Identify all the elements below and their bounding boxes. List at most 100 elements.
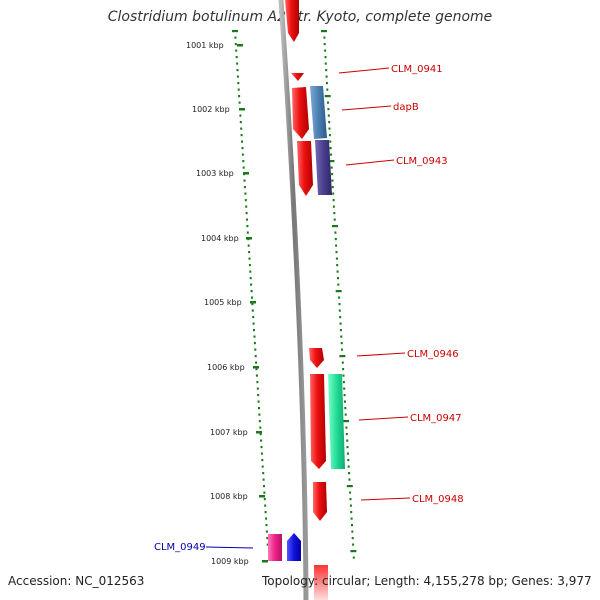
leader-line — [358, 416, 409, 421]
track-dot — [258, 420, 261, 423]
track-dot — [329, 147, 332, 150]
gene-label-CLM_0946[interactable]: CLM_0946 — [407, 349, 459, 360]
track-dot — [352, 556, 355, 559]
track-dot — [332, 205, 335, 208]
gene-arrow[interactable] — [291, 73, 304, 81]
leader-line — [341, 105, 392, 111]
track-dot — [342, 368, 345, 371]
track-dot — [243, 179, 246, 182]
track-dot — [258, 413, 261, 416]
gene-arrow[interactable] — [287, 533, 301, 561]
gene-arrow[interactable] — [297, 141, 313, 196]
gene-CLM_0947[interactable] — [328, 374, 345, 469]
gene-label-CLM_0949[interactable]: CLM_0949 — [154, 542, 206, 553]
track-dot — [325, 75, 328, 78]
track-dot — [240, 134, 243, 137]
track-dot — [257, 394, 260, 397]
tick-label: 1001 kbp — [186, 41, 224, 50]
track-dot — [241, 140, 243, 143]
track-dot — [232, 30, 238, 33]
gene-arrow[interactable] — [310, 374, 326, 469]
track-dot — [338, 303, 341, 306]
track-dot — [327, 101, 329, 104]
track-dot — [245, 212, 248, 215]
track-dot — [260, 446, 263, 449]
track-dot — [242, 166, 245, 169]
track-dot — [341, 348, 343, 351]
track-dot — [350, 550, 357, 553]
track-dot — [351, 524, 353, 527]
track-dot — [331, 179, 334, 182]
gene-dapB[interactable] — [310, 86, 327, 139]
track-dot — [246, 218, 248, 221]
track-dot — [347, 459, 350, 462]
track-dot — [264, 504, 267, 507]
track-dot — [351, 530, 354, 533]
gene-label-CLM_0941[interactable]: CLM_0941 — [391, 64, 443, 75]
track-dot — [246, 231, 249, 234]
gene-CLM_0948[interactable] — [313, 482, 327, 521]
track-dot — [263, 491, 266, 494]
track-dot — [253, 335, 256, 338]
gene-label-CLM_0947[interactable]: CLM_0947 — [410, 413, 462, 424]
track-dot — [342, 374, 345, 377]
track-dot — [245, 205, 248, 208]
track-dot — [345, 433, 348, 436]
track-dot — [243, 186, 246, 189]
track-dot — [343, 394, 346, 397]
track-dot — [335, 251, 338, 254]
track-dot — [337, 283, 340, 286]
scale-ticks: 1001 kbp 1002 kbp 1003 kbp 1004 kbp 1005… — [186, 41, 268, 566]
track-dot — [257, 400, 260, 403]
track-dot — [246, 225, 249, 228]
track-dot — [327, 108, 330, 111]
track-dot — [260, 452, 263, 455]
gene-label-CLM_0948[interactable]: CLM_0948 — [412, 494, 464, 505]
track-dot — [234, 36, 237, 39]
gene-CLM_0946[interactable] — [309, 348, 324, 368]
track-dot — [265, 530, 268, 533]
gene-CLM_0943[interactable] — [315, 140, 332, 195]
track-dot — [347, 465, 350, 468]
track-dot — [345, 426, 348, 429]
track-dot — [323, 36, 326, 39]
gene-label-CLM_0943[interactable]: CLM_0943 — [396, 156, 448, 167]
gene-arrow[interactable] — [292, 87, 309, 139]
track-dot — [324, 95, 331, 98]
track-dot — [334, 231, 337, 234]
track-dot — [349, 491, 352, 494]
track-dot — [352, 543, 355, 546]
track-dot — [343, 420, 350, 423]
track-dot — [323, 43, 326, 46]
track-dot — [255, 374, 258, 377]
topology-text: Topology: circular; Length: 4,155,278 bp… — [262, 574, 592, 588]
gene-arrow[interactable] — [314, 565, 328, 600]
track-dot — [338, 309, 341, 312]
track-dot — [262, 472, 265, 475]
track-dot — [250, 283, 253, 286]
track-dot — [350, 517, 353, 520]
track-dot — [339, 355, 346, 358]
track-dot — [248, 251, 251, 254]
tick-mark — [237, 44, 243, 47]
track-dot — [235, 56, 238, 59]
track-dot — [266, 537, 269, 540]
gene-label-dapB[interactable]: dapB — [393, 102, 419, 113]
track-dot — [242, 160, 245, 163]
track-dot — [250, 290, 253, 293]
gene-arrow[interactable] — [285, 0, 299, 42]
track-dot — [340, 342, 343, 345]
track-dot — [341, 361, 344, 364]
track-dot — [330, 153, 332, 156]
tick-mark — [253, 366, 259, 369]
tick-mark — [246, 237, 252, 240]
gene-CLM_0949[interactable] — [268, 534, 282, 561]
track-dot — [350, 511, 353, 514]
tick-label: 1007 kbp — [210, 428, 248, 437]
right-dotted-track — [321, 30, 357, 559]
tick-mark — [256, 431, 262, 434]
track-dot — [328, 134, 331, 137]
track-dot — [247, 244, 250, 247]
track-dot — [333, 212, 336, 215]
tick-mark — [239, 108, 245, 111]
